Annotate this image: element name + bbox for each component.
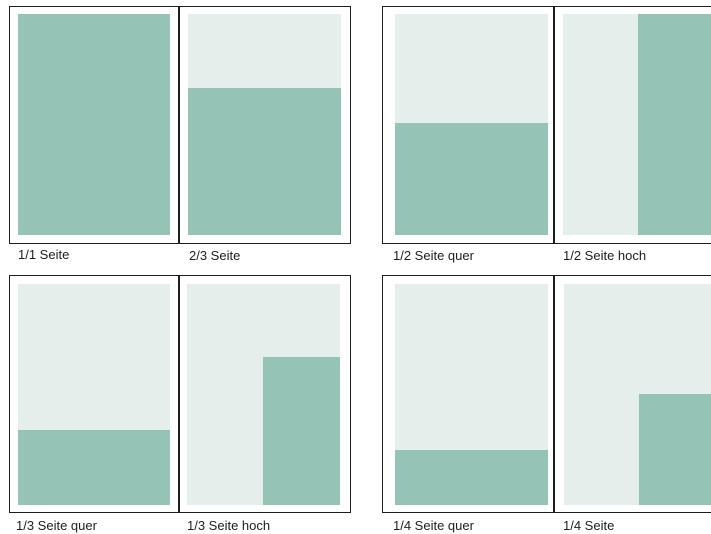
format-label: 1/2 Seite quer — [393, 248, 474, 263]
format-label: 1/2 Seite hoch — [563, 248, 647, 263]
spread-fold — [553, 276, 555, 512]
format-label: 2/3 Seite — [189, 248, 241, 263]
ad-area-1-2-quer — [395, 123, 548, 235]
ad-area-1-4-quer — [395, 450, 548, 505]
spread-bottom-left — [9, 275, 351, 513]
ad-area-1-4 — [639, 394, 711, 505]
spread-fold — [553, 7, 555, 243]
format-label: 1/3 Seite quer — [16, 518, 97, 533]
ad-area-2-3 — [188, 88, 341, 235]
ad-area-1-3-quer — [18, 430, 170, 505]
ad-area-1-1 — [18, 14, 170, 235]
format-label: 1/1 Seite — [18, 247, 70, 262]
spread-bottom-right — [382, 275, 711, 513]
ad-area-1-2-hoch — [638, 14, 711, 235]
ad-area-1-3-hoch — [263, 357, 340, 505]
format-label: 1/4 Seite — [563, 518, 615, 533]
format-label: 1/4 Seite quer — [393, 518, 474, 533]
spread-top-left — [9, 6, 351, 244]
format-label: 1/3 Seite hoch — [187, 518, 271, 533]
spread-fold — [178, 276, 180, 512]
spread-top-right — [382, 6, 711, 244]
spread-fold — [178, 7, 180, 243]
